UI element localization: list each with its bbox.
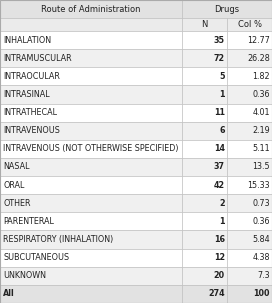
Bar (182, 122, 227, 140)
Text: 4.01: 4.01 (252, 108, 270, 117)
Text: 11: 11 (214, 108, 225, 117)
Text: 0.36: 0.36 (252, 90, 270, 99)
Text: 13.5: 13.5 (252, 162, 270, 171)
Text: 37: 37 (214, 162, 225, 171)
Bar (227, 49, 272, 67)
Text: Col %: Col % (237, 20, 261, 29)
Bar (182, 31, 227, 49)
Bar (227, 176, 272, 194)
Bar (0, 158, 182, 176)
Text: N: N (201, 20, 208, 29)
Text: Drugs: Drugs (214, 5, 240, 14)
Text: 15.33: 15.33 (247, 181, 270, 190)
Bar (0, 104, 182, 122)
Bar (227, 31, 272, 49)
Text: 72: 72 (214, 54, 225, 63)
Text: INTRATHECAL: INTRATHECAL (3, 108, 57, 117)
Text: PARENTERAL: PARENTERAL (3, 217, 54, 226)
Bar (227, 104, 272, 122)
Text: 5.84: 5.84 (252, 235, 270, 244)
Text: 1.82: 1.82 (252, 72, 270, 81)
Text: 6: 6 (220, 126, 225, 135)
Bar (182, 158, 227, 176)
Text: INTRAVENOUS: INTRAVENOUS (3, 126, 60, 135)
Bar (182, 18, 227, 31)
Bar (0, 18, 182, 31)
Bar (0, 267, 182, 285)
Text: 20: 20 (214, 271, 225, 280)
Bar (227, 158, 272, 176)
Text: 274: 274 (208, 289, 225, 298)
Bar (182, 0, 272, 18)
Text: ORAL: ORAL (3, 181, 24, 190)
Text: 4.38: 4.38 (252, 253, 270, 262)
Text: SUBCUTANEOUS: SUBCUTANEOUS (3, 253, 69, 262)
Text: INTRAVENOUS (NOT OTHERWISE SPECIFIED): INTRAVENOUS (NOT OTHERWISE SPECIFIED) (3, 144, 178, 153)
Bar (182, 104, 227, 122)
Text: 2: 2 (220, 199, 225, 208)
Bar (0, 67, 182, 85)
Text: 35: 35 (214, 35, 225, 45)
Bar (227, 231, 272, 248)
Bar (182, 194, 227, 212)
Bar (182, 248, 227, 267)
Text: 26.28: 26.28 (247, 54, 270, 63)
Text: INTRASINAL: INTRASINAL (3, 90, 50, 99)
Text: 5: 5 (220, 72, 225, 81)
Text: 1: 1 (220, 217, 225, 226)
Text: 12.77: 12.77 (247, 35, 270, 45)
Bar (182, 67, 227, 85)
Bar (227, 267, 272, 285)
Bar (227, 140, 272, 158)
Bar (227, 248, 272, 267)
Text: 1: 1 (220, 90, 225, 99)
Bar (182, 85, 227, 104)
Bar (0, 85, 182, 104)
Bar (182, 212, 227, 231)
Bar (0, 140, 182, 158)
Bar (227, 122, 272, 140)
Bar (0, 194, 182, 212)
Bar (227, 285, 272, 303)
Bar (182, 176, 227, 194)
Bar (182, 140, 227, 158)
Bar (182, 49, 227, 67)
Bar (227, 67, 272, 85)
Text: 0.36: 0.36 (252, 217, 270, 226)
Text: 7.3: 7.3 (257, 271, 270, 280)
Text: 12: 12 (214, 253, 225, 262)
Bar (227, 18, 272, 31)
Text: 14: 14 (214, 144, 225, 153)
Bar (182, 231, 227, 248)
Bar (182, 267, 227, 285)
Text: 16: 16 (214, 235, 225, 244)
Text: INTRAOCULAR: INTRAOCULAR (3, 72, 60, 81)
Text: 0.73: 0.73 (252, 199, 270, 208)
Bar (0, 248, 182, 267)
Text: Route of Administration: Route of Administration (41, 5, 141, 14)
Text: RESPIRATORY (INHALATION): RESPIRATORY (INHALATION) (3, 235, 113, 244)
Text: 100: 100 (254, 289, 270, 298)
Text: 42: 42 (214, 181, 225, 190)
Bar (0, 31, 182, 49)
Bar (227, 85, 272, 104)
Bar (0, 122, 182, 140)
Bar (0, 231, 182, 248)
Bar (0, 285, 182, 303)
Bar (0, 49, 182, 67)
Text: INTRAMUSCULAR: INTRAMUSCULAR (3, 54, 72, 63)
Bar (0, 0, 182, 18)
Bar (182, 285, 227, 303)
Text: NASAL: NASAL (3, 162, 29, 171)
Bar (0, 176, 182, 194)
Bar (227, 194, 272, 212)
Bar (0, 212, 182, 231)
Text: INHALATION: INHALATION (3, 35, 51, 45)
Text: 2.19: 2.19 (252, 126, 270, 135)
Text: All: All (3, 289, 15, 298)
Bar (227, 212, 272, 231)
Text: UNKNOWN: UNKNOWN (3, 271, 46, 280)
Text: OTHER: OTHER (3, 199, 30, 208)
Text: 5.11: 5.11 (252, 144, 270, 153)
